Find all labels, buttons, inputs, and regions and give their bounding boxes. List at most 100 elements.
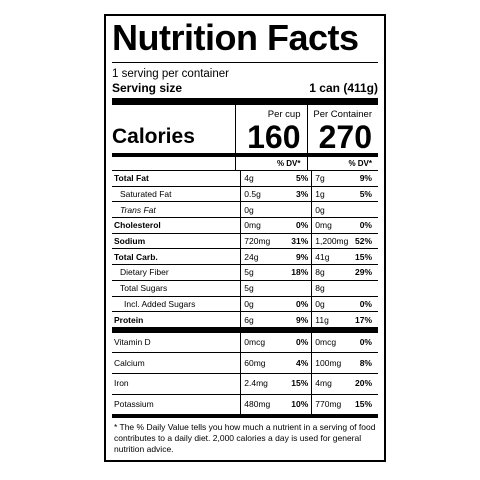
serving-size-row: Serving size 1 can (411g) xyxy=(112,81,378,105)
per-container-amount: 11g xyxy=(311,311,355,333)
per-cup-amount: 0mcg xyxy=(240,329,285,354)
per-cup-amount: 60mg xyxy=(240,352,285,375)
per-container-percent: 9% xyxy=(354,171,378,187)
vitamin-name: Calcium xyxy=(112,352,241,375)
per-container-percent: 29% xyxy=(354,264,378,281)
table-row: Potassium 480mg 10% 770mg 15% xyxy=(112,394,378,419)
nutrient-table: Total Fat 4g 5% 7g 9% Saturated Fat 0.5g… xyxy=(112,171,378,419)
per-cup-percent: 18% xyxy=(284,264,312,281)
per-cup-percent xyxy=(284,201,312,219)
per-cup-amount: 0g xyxy=(240,296,285,313)
per-container-percent: 0% xyxy=(354,217,378,234)
per-container-percent: 5% xyxy=(354,186,378,203)
per-cup-percent: 9% xyxy=(284,248,312,266)
per-container-amount: 8g xyxy=(311,280,355,297)
per-cup-dv-header: % DV* xyxy=(235,157,307,170)
serving-size-label: Serving size xyxy=(112,81,183,95)
per-container-percent: 17% xyxy=(354,311,378,333)
per-cup-percent: 10% xyxy=(284,394,312,419)
nutrient-name: Total Sugars xyxy=(112,280,241,297)
per-cup-amount: 0g xyxy=(240,201,285,219)
per-container-percent: 8% xyxy=(354,352,378,375)
daily-value-header-row: % DV* % DV* xyxy=(112,157,378,171)
per-container-dv-header: % DV* xyxy=(306,157,379,170)
nutrient-name: Cholesterol xyxy=(112,217,241,234)
per-container-percent: 15% xyxy=(354,248,378,266)
nutrient-name: Protein xyxy=(112,311,241,333)
per-container-amount: 1g xyxy=(311,186,355,203)
table-row: Protein 6g 9% 11g 17% xyxy=(112,311,378,333)
calories-label: Calories xyxy=(112,125,195,148)
per-cup-amount: 5g xyxy=(240,280,285,297)
per-container-percent: 20% xyxy=(354,373,378,395)
per-cup-percent: 31% xyxy=(284,233,312,250)
per-container-percent: 15% xyxy=(354,394,378,419)
table-row: Calcium 60mg 4% 100mg 8% xyxy=(112,352,378,375)
calories-row: Calories Per cup 160 Per Container 270 xyxy=(112,105,378,157)
table-row: Cholesterol 0mg 0% 0mg 0% xyxy=(112,217,378,234)
nutrition-facts-label: Nutrition Facts 1 serving per container … xyxy=(104,14,386,462)
nutrient-name: Saturated Fat xyxy=(112,186,241,203)
per-container-header: Per Container xyxy=(313,109,372,120)
per-cup-calories: 160 xyxy=(247,119,301,155)
per-cup-amount: 480mg xyxy=(240,394,285,419)
table-row: Total Carb. 24g 9% 41g 15% xyxy=(112,248,378,266)
table-row: Sodium 720mg 31% 1,200mg 52% xyxy=(112,233,378,250)
serving-size-value: 1 can (411g) xyxy=(309,81,378,95)
vitamin-name: Vitamin D xyxy=(112,329,241,354)
per-container-amount: 0mg xyxy=(311,217,355,234)
per-cup-percent: 15% xyxy=(284,373,312,395)
per-cup-percent: 5% xyxy=(284,171,312,187)
per-container-amount: 770mg xyxy=(311,394,355,419)
per-container-percent xyxy=(354,201,378,219)
per-container-percent: 52% xyxy=(354,233,378,250)
per-cup-amount: 0mg xyxy=(240,217,285,234)
vitamin-name: Potassium xyxy=(112,394,241,419)
per-cup-amount: 2.4mg xyxy=(240,373,285,395)
table-row: Trans Fat 0g 0g xyxy=(112,201,378,219)
per-container-percent: 0% xyxy=(354,296,378,313)
per-cup-percent: 9% xyxy=(284,311,312,333)
per-cup-percent: 0% xyxy=(284,296,312,313)
per-container-amount: 4mg xyxy=(311,373,355,395)
nutrient-name: Total Fat xyxy=(112,171,241,187)
table-row: Total Sugars 5g 8g xyxy=(112,280,378,297)
vitamin-name: Iron xyxy=(112,373,241,395)
per-cup-column: Per cup 160 xyxy=(235,105,307,153)
per-container-amount: 100mg xyxy=(311,352,355,375)
nutrient-name: Sodium xyxy=(112,233,241,250)
per-cup-amount: 0.5g xyxy=(240,186,285,203)
nutrient-name: Trans Fat xyxy=(112,201,241,219)
nutrient-name: Incl. Added Sugars xyxy=(112,296,241,313)
per-cup-header: Per cup xyxy=(267,109,301,120)
table-row: Dietary Fiber 5g 18% 8g 29% xyxy=(112,264,378,281)
per-container-amount: 8g xyxy=(311,264,355,281)
per-cup-percent: 4% xyxy=(284,352,312,375)
per-cup-amount: 720mg xyxy=(240,233,285,250)
per-container-amount: 0g xyxy=(311,201,355,219)
per-container-calories: 270 xyxy=(318,119,372,155)
per-container-percent: 0% xyxy=(354,329,378,354)
per-cup-percent: 0% xyxy=(284,217,312,234)
per-cup-amount: 6g xyxy=(240,311,285,333)
table-row: Vitamin D 0mcg 0% 0mcg 0% xyxy=(112,329,378,354)
per-container-column: Per Container 270 xyxy=(306,105,379,155)
servings-per-container: 1 serving per container xyxy=(112,68,229,80)
per-cup-amount: 4g xyxy=(240,171,285,187)
per-cup-percent xyxy=(284,280,312,297)
per-container-amount: 0g xyxy=(311,296,355,313)
table-row: Saturated Fat 0.5g 3% 1g 5% xyxy=(112,186,378,203)
per-cup-amount: 24g xyxy=(240,248,285,266)
per-container-amount: 0mcg xyxy=(311,329,355,354)
per-container-amount: 41g xyxy=(311,248,355,266)
table-row: Total Fat 4g 5% 7g 9% xyxy=(112,171,378,187)
per-container-amount: 7g xyxy=(311,171,355,187)
per-container-amount: 1,200mg xyxy=(311,233,355,250)
label-title: Nutrition Facts xyxy=(112,16,378,63)
per-container-percent xyxy=(354,280,378,297)
per-cup-amount: 5g xyxy=(240,264,285,281)
nutrient-name: Dietary Fiber xyxy=(112,264,241,281)
table-row: Incl. Added Sugars 0g 0% 0g 0% xyxy=(112,296,378,313)
per-cup-percent: 0% xyxy=(284,329,312,354)
table-row: Iron 2.4mg 15% 4mg 20% xyxy=(112,373,378,395)
